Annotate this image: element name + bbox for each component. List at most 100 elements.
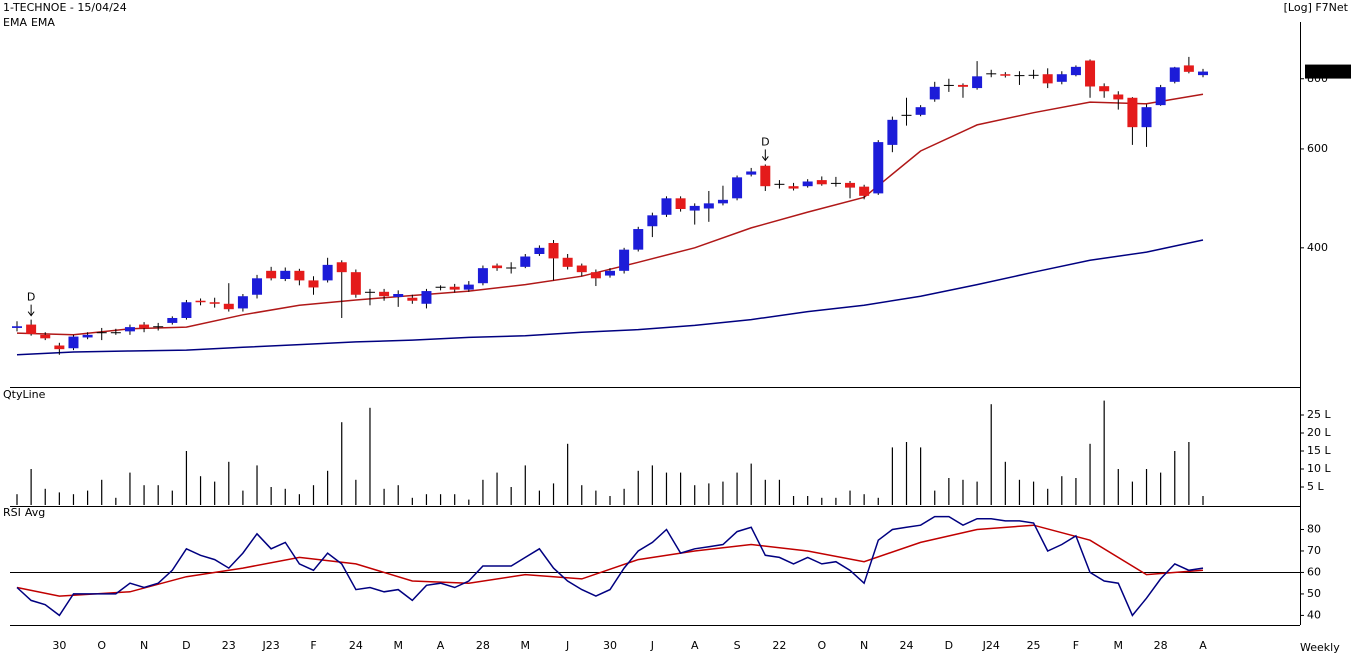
candle-body: [393, 294, 404, 297]
volume-bar: [708, 483, 710, 505]
volume-bar: [1089, 443, 1091, 505]
volume-bar: [1075, 478, 1077, 505]
rsi-line: [16, 515, 1204, 617]
candle-body: [703, 203, 714, 209]
volume-bar: [1188, 442, 1190, 505]
candle-body: [816, 180, 827, 185]
volume-bar: [976, 481, 978, 505]
volume-bar: [1103, 400, 1105, 505]
y-tick-label: 25 L: [1307, 408, 1331, 421]
candle-body: [463, 284, 474, 290]
volume-bar: [891, 447, 893, 505]
volume-bar: [383, 488, 385, 505]
volume-bar: [171, 490, 173, 505]
volume-bar: [948, 478, 950, 505]
candle-body: [40, 334, 51, 339]
candle-body: [506, 267, 517, 269]
candle-body: [915, 107, 926, 115]
y-tick-label: 400: [1307, 241, 1328, 254]
candle-body: [859, 186, 870, 196]
candle-body: [689, 205, 700, 211]
legend-entry: RSI: [3, 506, 21, 519]
candle-body: [153, 326, 164, 328]
volume-bar: [524, 465, 526, 505]
x-tick-label: M: [1114, 639, 1124, 652]
candle-body: [477, 268, 488, 284]
ema-line: [16, 239, 1204, 356]
candle-body: [209, 302, 220, 304]
last-price-label: 823.90: [1307, 65, 1346, 78]
candle-body: [167, 317, 178, 323]
annotation-label: D: [761, 135, 769, 148]
candle-body: [943, 84, 954, 86]
candle-body: [96, 332, 107, 334]
candle-body: [379, 291, 390, 297]
last-price-tag: [1305, 64, 1351, 79]
x-tick-label: D: [945, 639, 953, 652]
volume-bar: [595, 490, 597, 505]
candle-body: [1113, 94, 1124, 100]
volume-bar: [16, 494, 18, 505]
candle-body: [774, 183, 785, 185]
x-tick-label: M: [393, 639, 403, 652]
volume-bar: [298, 494, 300, 505]
x-tick-label: A: [1199, 639, 1207, 652]
candle-body: [1070, 66, 1081, 76]
legend-entry: EMA: [31, 16, 55, 29]
candle-body: [929, 86, 940, 100]
volume-bar: [792, 496, 795, 505]
x-tick-label: A: [691, 639, 699, 652]
volume-bar: [30, 469, 32, 505]
volume-bar: [552, 483, 555, 505]
candle-body: [266, 270, 277, 279]
volume-bar: [623, 488, 625, 505]
candle-body: [252, 278, 263, 295]
volume-bar: [665, 472, 668, 505]
candle-body: [619, 249, 630, 271]
y-tick-label: 5 L: [1307, 480, 1324, 493]
volume-bar: [256, 465, 258, 505]
annotation-arrowhead: [27, 311, 35, 317]
volume-bar: [1202, 496, 1204, 505]
volume-bar: [143, 485, 145, 505]
volume-bar: [185, 451, 188, 505]
volume-bar: [750, 463, 752, 505]
candle-body: [237, 296, 248, 309]
candle-body: [647, 215, 658, 227]
y-tick-label: 10 L: [1307, 462, 1331, 475]
candle-body: [1056, 74, 1067, 82]
chart-title: 1-TECHNOE - 15/04/24: [3, 1, 127, 14]
candle-body: [124, 327, 135, 332]
volume-bar: [327, 470, 329, 505]
x-tick-label: 28: [1154, 639, 1168, 652]
candle-body: [576, 265, 587, 273]
volume-bar: [425, 494, 428, 505]
candle-body: [1042, 74, 1053, 84]
candle-body: [845, 182, 856, 188]
candle-body: [492, 265, 503, 269]
volume-bar: [454, 494, 456, 505]
candle-body: [280, 270, 291, 279]
volume-bar: [510, 487, 512, 505]
x-tick-label: N: [140, 639, 148, 652]
candle-body: [520, 256, 531, 267]
volume-bar: [129, 472, 131, 505]
candle-body: [548, 242, 559, 259]
volume-bar: [199, 476, 202, 505]
legend-entry: Avg: [25, 506, 45, 519]
candle-body: [830, 182, 841, 184]
candle-body: [1000, 74, 1011, 76]
candle-body: [1198, 71, 1208, 76]
x-tick-label: S: [734, 639, 741, 652]
x-tick-label: 30: [603, 639, 617, 652]
candle-body: [435, 286, 446, 288]
volume-bar: [284, 488, 286, 505]
volume-bar: [72, 494, 75, 505]
volume-bar: [341, 422, 343, 505]
volume-bar: [242, 490, 244, 505]
volume-bar: [1145, 469, 1148, 505]
x-tick-label: A: [437, 639, 445, 652]
candle-body: [802, 181, 813, 187]
volume-bar: [496, 472, 498, 505]
candle-body: [957, 84, 968, 87]
